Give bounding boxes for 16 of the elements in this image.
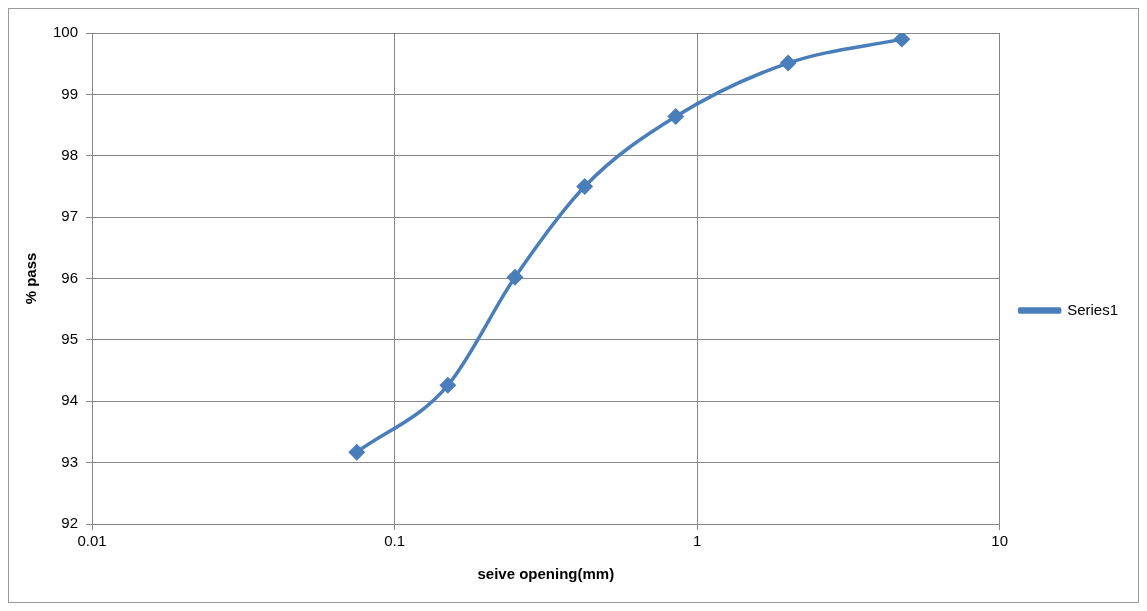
- y-tick-label: 94: [61, 391, 79, 409]
- x-tick-label: 0.1: [384, 532, 405, 550]
- y-tick-label: 96: [61, 268, 79, 286]
- y-tick-label: 98: [61, 145, 79, 163]
- y-tick-label: 99: [61, 84, 79, 102]
- y-tick-label: 95: [61, 330, 79, 348]
- x-tick-label: 0.01: [77, 532, 107, 550]
- y-tick-label: 92: [61, 514, 79, 532]
- y-tick-label: 97: [61, 207, 79, 225]
- y-axis-title: % pass: [22, 252, 40, 305]
- x-tick-label: 10: [991, 532, 1008, 550]
- y-tick-label: 93: [61, 452, 79, 470]
- x-tick-label: 1: [692, 532, 702, 550]
- legend-label: Series1: [1067, 300, 1118, 318]
- y-tick-label: 100: [53, 23, 79, 41]
- x-axis-title: seive opening(mm): [477, 565, 615, 583]
